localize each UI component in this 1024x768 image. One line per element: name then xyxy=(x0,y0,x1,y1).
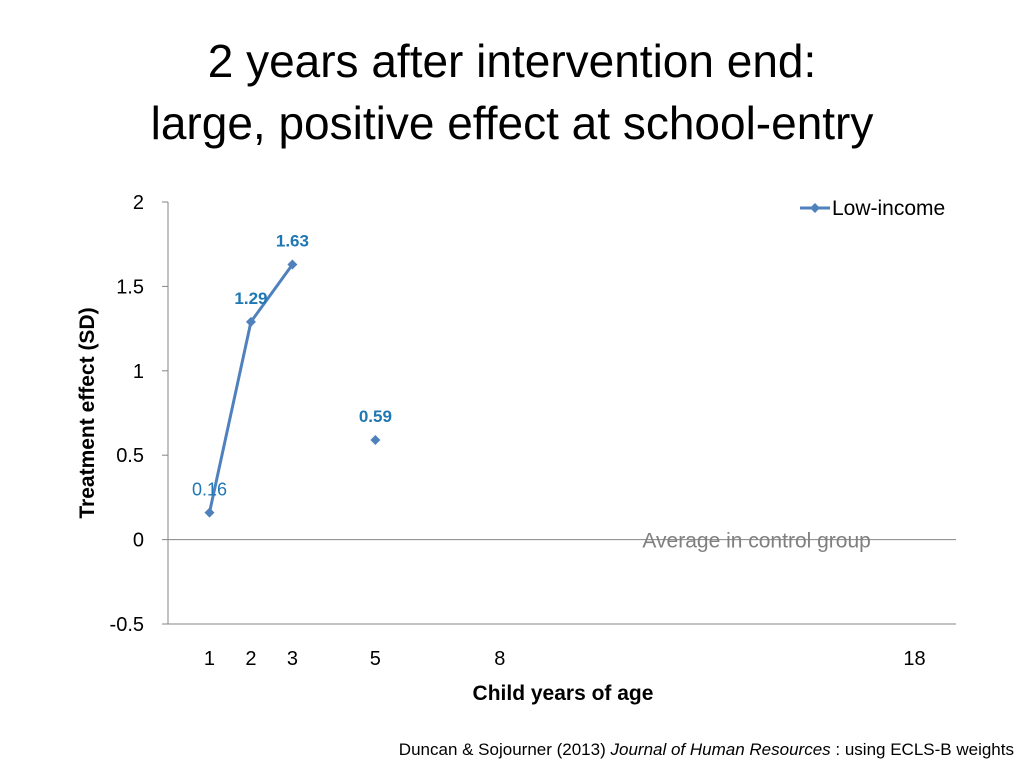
y-ticks: -0.5 0 0.5 1 1.5 2 xyxy=(110,192,168,636)
y-tick-label: 1.5 xyxy=(116,276,144,298)
x-ticks: 1 2 3 5 8 18 xyxy=(204,648,926,670)
data-point xyxy=(287,259,298,270)
y-axis-label: Treatment effect (SD) xyxy=(76,307,99,518)
x-tick-label: 2 xyxy=(245,648,256,670)
y-tick-label: -0.5 xyxy=(110,614,144,636)
x-tick-label: 8 xyxy=(494,648,505,670)
y-tick-label: 2 xyxy=(133,192,144,214)
citation-authors: Duncan & Sojourner (2013) xyxy=(398,740,606,759)
y-tick-label: 0.5 xyxy=(116,445,144,467)
x-tick-label: 18 xyxy=(903,648,925,670)
series-group: 0.16 1.29 1.63 0.59 xyxy=(192,231,392,518)
x-tick-label: 3 xyxy=(287,648,298,670)
data-point xyxy=(245,316,256,327)
title-line-2: large, positive effect at school-entry xyxy=(150,97,874,149)
legend: Low-income xyxy=(800,197,945,220)
citation-suffix: : using ECLS-B weights xyxy=(835,740,1014,759)
data-label: 0.59 xyxy=(359,407,392,426)
data-label: 0.16 xyxy=(192,480,227,500)
title-line-1: 2 years after intervention end: xyxy=(207,35,817,87)
legend-marker xyxy=(810,203,820,213)
x-axis-label: Child years of age xyxy=(473,682,654,705)
y-tick-label: 0 xyxy=(133,530,144,552)
x-tick-label: 5 xyxy=(370,648,381,670)
y-tick-label: 1 xyxy=(133,361,144,383)
slide-title: 2 years after intervention end: large, p… xyxy=(0,30,1024,154)
citation: Duncan & Sojourner (2013) Journal of Hum… xyxy=(399,740,1014,760)
data-point xyxy=(370,435,381,446)
citation-journal: Journal of Human Resources xyxy=(610,740,831,759)
data-point xyxy=(204,507,215,518)
control-group-annotation: Average in control group xyxy=(642,530,870,553)
data-label: 1.29 xyxy=(234,289,267,308)
data-label: 1.63 xyxy=(276,231,309,250)
x-tick-label: 1 xyxy=(204,648,215,670)
legend-label: Low-income xyxy=(832,197,945,220)
